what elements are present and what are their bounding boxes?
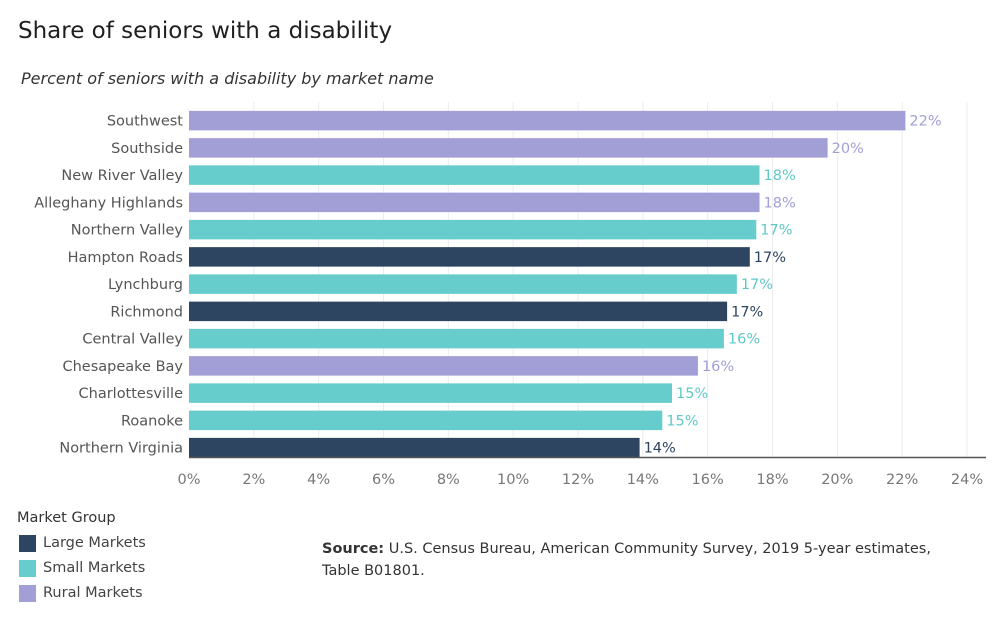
bar (189, 437, 640, 458)
legend-title: Market Group (17, 510, 116, 526)
legend-label-small: Small Markets (43, 560, 146, 576)
category-label: Chesapeake Bay (62, 359, 183, 375)
bar (189, 383, 673, 403)
x-tick-label: 0% (177, 472, 200, 488)
category-label: Northern Valley (71, 223, 184, 239)
value-label: 17% (731, 304, 763, 320)
chart-subtitle: Percent of seniors with a disability by … (21, 69, 434, 88)
value-label: 16% (728, 332, 760, 348)
bar (189, 192, 760, 213)
legend-swatch-large (19, 534, 36, 552)
bar (189, 165, 760, 185)
bar (189, 356, 698, 376)
x-tick-label: 10% (497, 472, 529, 488)
value-label: 16% (702, 359, 734, 375)
x-tick-label: 18% (756, 472, 788, 488)
x-tick-label: 20% (821, 472, 853, 488)
category-label: Lynchburg (108, 277, 183, 293)
x-tick-label: 8% (437, 472, 460, 488)
value-label: 18% (764, 168, 796, 184)
legend-item-large-markets: Large Markets (19, 533, 146, 553)
bar (189, 219, 757, 240)
legend-item-rural-markets: Rural Markets (19, 583, 143, 603)
x-tick-label: 12% (562, 472, 594, 488)
source-text: U.S. Census Bureau, American Community S… (322, 541, 931, 579)
source-note: Source: U.S. Census Bureau, American Com… (322, 538, 962, 582)
category-label: Roanoke (121, 413, 183, 429)
category-label: Southwest (107, 114, 183, 130)
category-label: Charlottesville (79, 386, 184, 402)
legend-label-large: Large Markets (43, 535, 146, 551)
source-label: Source: (322, 541, 385, 557)
category-label: Central Valley (82, 332, 183, 348)
x-tick-label: 6% (372, 472, 395, 488)
value-label: 20% (832, 141, 864, 157)
category-label: New River Valley (61, 168, 183, 184)
legend-swatch-rural (19, 584, 36, 602)
category-label: Southside (111, 141, 183, 157)
x-tick-label: 14% (627, 472, 659, 488)
x-tick-label: 22% (886, 472, 918, 488)
x-tick-label: 16% (692, 472, 724, 488)
value-label: 14% (644, 441, 676, 457)
bar (189, 301, 728, 322)
legend-swatch-small (19, 559, 36, 577)
value-label: 18% (764, 195, 796, 211)
x-tick-label: 24% (951, 472, 983, 488)
value-label: 15% (676, 386, 708, 402)
bar (189, 247, 750, 267)
category-label: Hampton Roads (68, 250, 183, 266)
x-axis-ticks: 0% 2% 4% 6% 8% 10% 12% 14% 16% 18% 20% 22% 24% (177, 472, 983, 488)
chart-title: Share of seniors with a disability (18, 18, 393, 44)
value-label: 15% (666, 413, 698, 429)
value-label: 17% (760, 223, 792, 239)
legend-item-small-markets: Small Markets (19, 558, 145, 578)
x-tick-label: 4% (307, 472, 330, 488)
category-labels: Southwest Southside New River Valley Allegh… (34, 114, 183, 457)
category-label: Northern Virginia (59, 441, 183, 457)
bar (189, 138, 828, 158)
category-label: Richmond (110, 304, 183, 320)
x-tick-label: 2% (242, 472, 265, 488)
value-label: 17% (754, 250, 786, 266)
value-label: 22% (909, 114, 941, 130)
category-label: Alleghany Highlands (34, 195, 183, 211)
bar (189, 410, 663, 431)
value-label: 17% (741, 277, 773, 293)
bar (189, 274, 737, 294)
bar-chart: Southwest Southside New River Valley Allegh… (34, 102, 986, 488)
bar (189, 110, 906, 131)
legend-label-rural: Rural Markets (43, 585, 143, 601)
bars (189, 110, 906, 458)
value-labels: 22% 20% 18% 18% 17% 17% 17% 17% 16% 16% 15% 15% 14% (644, 114, 942, 457)
bar (189, 328, 724, 349)
